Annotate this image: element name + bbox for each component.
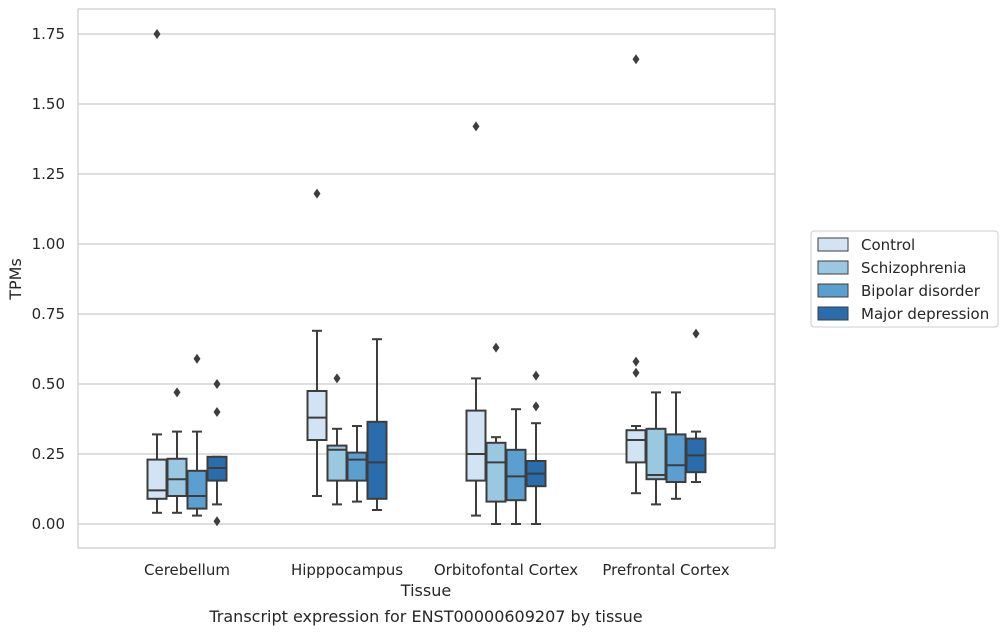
x-axis-label: Tissue bbox=[400, 581, 451, 600]
box-body bbox=[465, 409, 487, 482]
legend-item: Schizophrenia bbox=[817, 259, 966, 277]
outlier-point bbox=[632, 356, 640, 367]
legend-item: Major depression bbox=[817, 305, 989, 323]
box-body bbox=[146, 458, 168, 500]
outlier-point bbox=[213, 407, 221, 417]
box bbox=[685, 328, 707, 483]
series-schizophrenia bbox=[166, 342, 667, 525]
box-series bbox=[146, 29, 707, 527]
box-body bbox=[166, 457, 188, 498]
legend-item: Control bbox=[817, 236, 915, 254]
y-tick-label: 0.75 bbox=[32, 305, 65, 323]
legend-label: Bipolar disorder bbox=[861, 282, 981, 300]
box-body bbox=[505, 448, 527, 502]
chart-caption: Transcript expression for ENST0000060920… bbox=[208, 607, 642, 626]
legend-frame bbox=[810, 230, 999, 328]
outlier-point bbox=[153, 29, 161, 39]
box bbox=[366, 338, 388, 511]
x-tick-label: Hipppocampus bbox=[291, 561, 403, 579]
outlier-point bbox=[692, 328, 700, 339]
outlier-point bbox=[532, 401, 540, 412]
box bbox=[206, 379, 228, 527]
legend-swatch bbox=[817, 260, 849, 275]
y-tick-label: 0.50 bbox=[32, 375, 65, 393]
box bbox=[146, 29, 168, 514]
box-body bbox=[326, 444, 348, 482]
y-tick-labels: 0.00 0.25 0.50 0.75 1.00 1.25 1.50 1.75 bbox=[32, 25, 65, 533]
box-body bbox=[665, 433, 687, 483]
outlier-point bbox=[532, 370, 540, 381]
box-body bbox=[186, 469, 208, 510]
legend: Control Schizophrenia Bipolar disorder Majo… bbox=[810, 230, 999, 328]
box-body bbox=[645, 427, 667, 481]
y-tick-label: 1.75 bbox=[32, 25, 65, 43]
legend-label: Schizophrenia bbox=[861, 259, 966, 277]
outlier-point bbox=[632, 54, 640, 65]
box-body bbox=[485, 441, 507, 503]
outlier-point bbox=[313, 188, 321, 199]
outlier-point bbox=[213, 379, 221, 389]
outlier-point bbox=[193, 353, 201, 364]
x-tick-labels: Cerebellum Hipppocampus Orbitofontal Corte… bbox=[144, 561, 730, 579]
box bbox=[346, 425, 368, 503]
outlier-point bbox=[173, 387, 181, 398]
box-body bbox=[625, 429, 647, 464]
y-axis-label: TPMs bbox=[6, 258, 25, 301]
outlier-point bbox=[472, 121, 480, 132]
box bbox=[645, 391, 667, 506]
outlier-point bbox=[333, 373, 341, 384]
legend-swatch bbox=[817, 237, 849, 252]
y-tick-label: 1.00 bbox=[32, 235, 65, 253]
outlier-point bbox=[213, 516, 221, 527]
legend-swatch bbox=[817, 283, 849, 298]
box-body bbox=[366, 420, 388, 500]
y-tick-label: 0.00 bbox=[32, 515, 65, 533]
outlier-point bbox=[492, 342, 500, 353]
outlier-point bbox=[632, 367, 640, 378]
box bbox=[186, 353, 208, 517]
legend-label: Major depression bbox=[861, 305, 989, 323]
y-tick-label: 1.50 bbox=[32, 95, 65, 113]
y-tick-label: 0.25 bbox=[32, 445, 65, 463]
x-tick-label: Orbitofontal Cortex bbox=[434, 561, 578, 579]
box-body bbox=[306, 390, 328, 441]
x-tick-label: Prefrontal Cortex bbox=[602, 561, 729, 579]
box bbox=[525, 370, 547, 525]
box bbox=[306, 188, 328, 497]
legend-items: Control Schizophrenia Bipolar disorder Majo… bbox=[817, 236, 989, 323]
legend-swatch bbox=[817, 306, 849, 321]
legend-item: Bipolar disorder bbox=[817, 282, 981, 300]
box-body bbox=[346, 451, 368, 482]
series-major-depression bbox=[206, 328, 707, 527]
x-tick-label: Cerebellum bbox=[144, 561, 230, 579]
legend-label: Control bbox=[861, 236, 915, 254]
y-tick-label: 1.25 bbox=[32, 165, 65, 183]
